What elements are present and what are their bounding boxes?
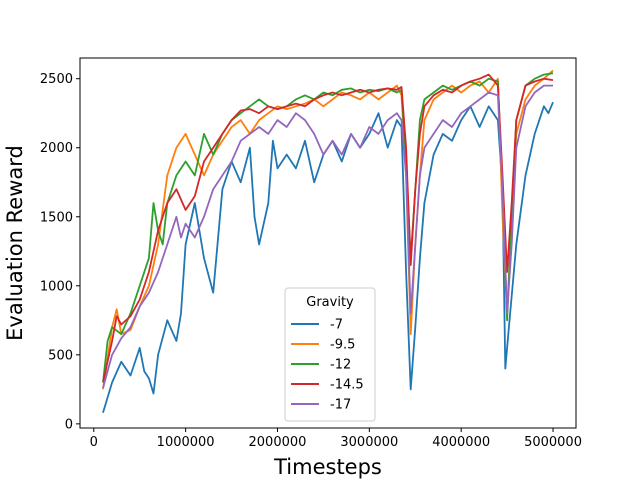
legend-box	[284, 287, 376, 422]
y-axis-label: Evaluation Reward	[3, 145, 27, 341]
y-tick-label: 2500	[40, 72, 73, 87]
y-tick-label: 500	[48, 348, 73, 363]
legend-entries: -7 -9.5 -12 -14.5 -17	[291, 318, 364, 413]
x-tick-label: 4000000	[432, 435, 490, 450]
x-tick-label: 3000000	[340, 435, 398, 450]
y-tick-label: 1000	[40, 279, 73, 294]
series-line-2	[102, 72, 554, 383]
legend-label: -14.5	[330, 378, 364, 393]
legend-title: Gravity	[306, 295, 354, 310]
legend-label: -17	[330, 398, 351, 413]
y-tick-label: 0	[65, 417, 73, 432]
plot-frame	[79, 57, 577, 429]
series-line-4	[102, 84, 553, 389]
x-tick-label: 0	[90, 435, 98, 450]
x-tick-label: 2000000	[249, 435, 307, 450]
x-tick-label: 1000000	[157, 435, 215, 450]
x-axis-label: Timesteps	[273, 455, 382, 479]
series-line-1	[102, 69, 554, 390]
y-tick-label: 2000	[40, 141, 73, 156]
series-layer	[102, 69, 554, 414]
x-axis: 0 1000000 2000000 3000000 4000000 5000000	[90, 428, 582, 450]
series-line-3	[102, 73, 554, 383]
legend-label: -9.5	[330, 338, 355, 353]
y-tick-label: 1500	[40, 210, 73, 225]
legend-label: -7	[330, 318, 343, 333]
x-tick-label: 5000000	[524, 435, 582, 450]
y-axis: 0 500 1000 1500 2000 2500	[40, 72, 80, 432]
legend-label: -12	[330, 358, 351, 373]
legend: Gravity -7 -9.5 -12 -14.5 -17	[284, 287, 376, 422]
